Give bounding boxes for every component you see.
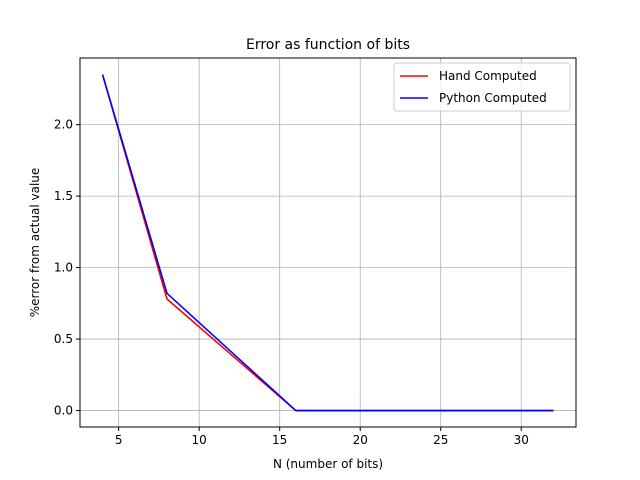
x-tick-label: 10 bbox=[192, 433, 207, 447]
legend-label: Python Computed bbox=[439, 91, 547, 105]
y-tick-label: 0.0 bbox=[54, 404, 73, 418]
series-line-1 bbox=[101, 74, 554, 412]
y-axis-ticks: 0.0 0.5 1.0 1.5 2.0 bbox=[54, 118, 80, 418]
x-tick-label: 5 bbox=[115, 433, 123, 447]
x-axis-ticks: 5 10 15 20 25 30 bbox=[115, 427, 529, 447]
y-tick-label: 2.0 bbox=[54, 118, 73, 132]
x-tick-label: 30 bbox=[514, 433, 529, 447]
legend-box bbox=[393, 62, 571, 112]
y-tick-label: 1.0 bbox=[54, 261, 73, 275]
y-tick-label: 0.5 bbox=[54, 332, 73, 346]
grid bbox=[80, 58, 576, 427]
x-tick-label: 25 bbox=[433, 433, 448, 447]
legend-label: Hand Computed bbox=[439, 69, 537, 83]
y-axis-label: %error from actual value bbox=[28, 168, 42, 318]
x-tick-label: 15 bbox=[272, 433, 287, 447]
x-axis-label: N (number of bits) bbox=[273, 457, 383, 471]
legend: Hand Computed Python Computed bbox=[393, 62, 571, 112]
series-lines bbox=[101, 74, 554, 412]
chart-title: Error as function of bits bbox=[246, 37, 410, 53]
x-tick-label: 20 bbox=[353, 433, 368, 447]
y-tick-label: 1.5 bbox=[54, 189, 73, 203]
plot-frame bbox=[79, 57, 577, 428]
